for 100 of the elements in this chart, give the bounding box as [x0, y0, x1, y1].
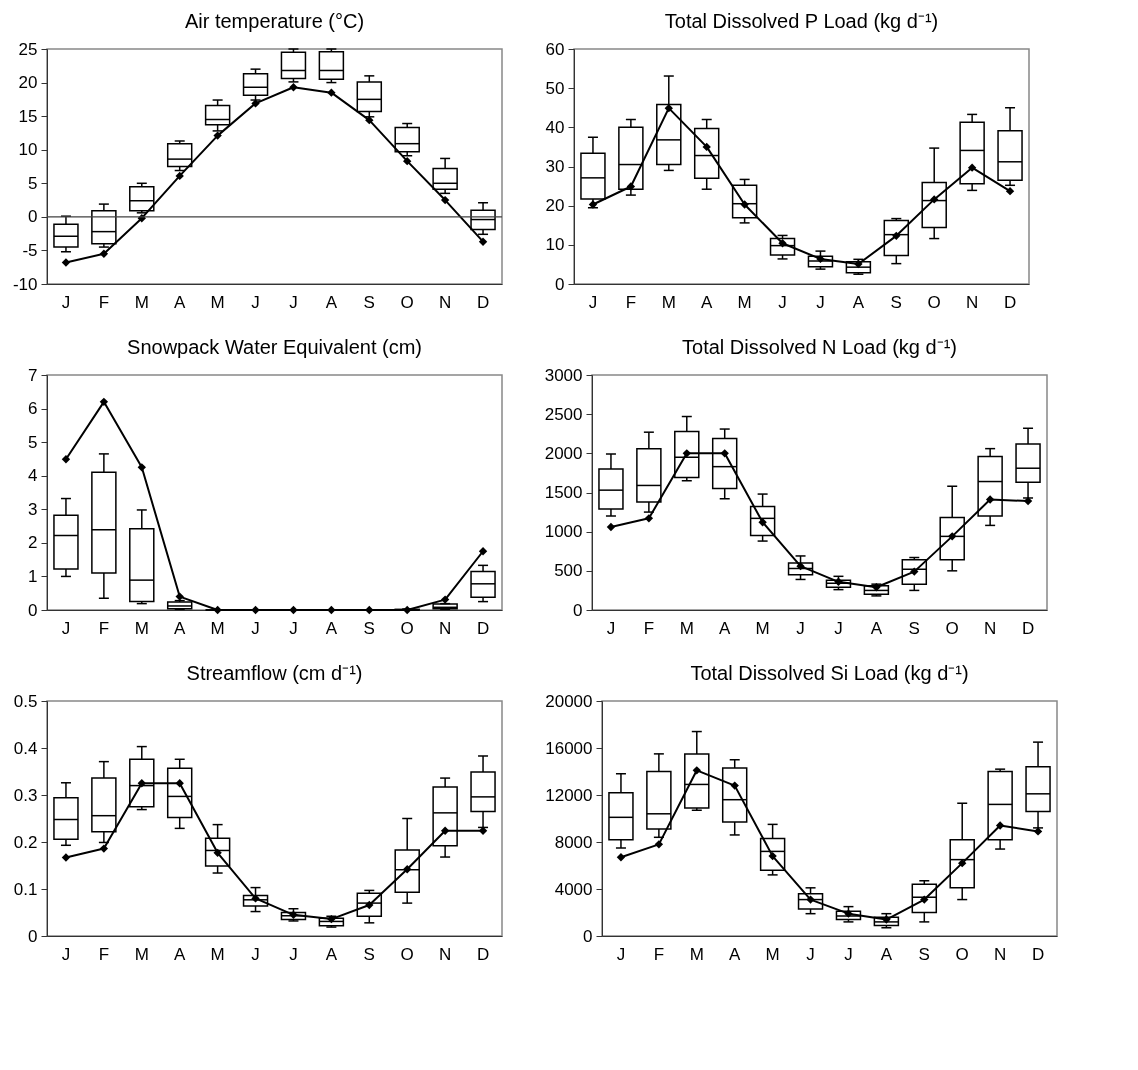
x-tick-label: F [98, 292, 110, 312]
point [654, 840, 664, 849]
x-tick-label: J [796, 618, 805, 638]
point [1023, 496, 1033, 506]
x-tick-label: J [251, 944, 260, 964]
point [440, 195, 450, 205]
point [137, 779, 146, 788]
x-tick-label: M [210, 618, 225, 638]
x-tick-label: N [438, 618, 452, 638]
y-tick-label: 0.2 [13, 832, 38, 852]
y-tick-label: 1 [28, 566, 38, 586]
point [175, 171, 184, 181]
y-tick-label: 0 [28, 926, 38, 946]
point [61, 455, 71, 464]
chart-title: Air temperature (°C) [184, 10, 365, 32]
y-tick-label: 10 [18, 140, 38, 160]
y-tick-label: 12000 [545, 785, 593, 805]
x-tick-label: J [251, 618, 260, 638]
point [967, 163, 977, 172]
point [327, 88, 336, 97]
y-tick-label: 40 [545, 117, 565, 137]
y-tick-label: 20 [18, 73, 38, 93]
point [606, 522, 616, 532]
y-tick-label: 5 [28, 432, 38, 452]
x-tick-label: N [983, 618, 997, 638]
y-tick-label: 500 [554, 561, 583, 581]
y-tick-label: 15 [18, 106, 38, 126]
x-tick-label: J [61, 944, 71, 964]
x-tick-label: O [400, 292, 414, 312]
x-tick-label: J [289, 618, 298, 638]
x-tick-label: D [476, 292, 490, 312]
x-tick-label: J [834, 618, 843, 638]
point [327, 914, 336, 924]
point [616, 853, 626, 862]
x-tick-label: F [643, 618, 655, 638]
point [61, 853, 71, 862]
x-tick-label: S [363, 618, 375, 638]
x-tick-label: M [755, 618, 770, 638]
y-tick-label: 0.4 [13, 738, 38, 758]
y-tick-label: -5 [22, 240, 38, 260]
point [99, 844, 109, 853]
x-tick-label: A [729, 944, 742, 964]
x-tick-label: A [325, 944, 338, 964]
y-tick-label: 0.3 [13, 785, 38, 805]
y-tick-label: 3000 [544, 365, 583, 385]
x-tick-label: O [927, 292, 941, 312]
y-tick-label: 8000 [554, 832, 593, 852]
point [213, 605, 222, 615]
point [702, 142, 711, 152]
y-tick-label: 0.5 [13, 691, 38, 711]
x-tick-label: O [400, 618, 414, 638]
y-tick-label: 6 [28, 399, 38, 419]
x-tick-label: O [400, 944, 414, 964]
point [692, 766, 701, 775]
point [289, 83, 298, 92]
x-tick-label: F [625, 292, 637, 312]
y-tick-label: 0 [583, 926, 593, 946]
x-tick-label: A [852, 292, 865, 312]
y-tick-label: 4000 [554, 879, 593, 899]
x-tick-label: M [661, 292, 676, 312]
x-tick-label: A [174, 944, 187, 964]
x-tick-label: M [737, 292, 752, 312]
x-tick-label: O [945, 618, 959, 638]
point [403, 605, 412, 615]
point [213, 131, 222, 140]
x-tick-label: J [616, 944, 626, 964]
x-tick-label: J [289, 292, 298, 312]
point [403, 156, 412, 166]
point [137, 463, 146, 472]
x-tick-label: M [765, 944, 780, 964]
point [644, 514, 654, 523]
point [478, 547, 488, 556]
y-tick-label: 4 [28, 466, 38, 486]
point [175, 592, 184, 601]
x-tick-label: A [325, 292, 338, 312]
x-tick-label: A [174, 292, 187, 312]
x-tick-label: A [174, 618, 187, 638]
point [720, 449, 729, 458]
point [61, 258, 71, 267]
point [626, 182, 636, 191]
y-tick-label: 7 [28, 365, 38, 385]
y-tick-label: 16000 [545, 738, 593, 758]
y-tick-label: 2500 [544, 404, 583, 424]
x-tick-label: J [806, 944, 815, 964]
point [730, 781, 739, 790]
x-tick-label: D [1003, 292, 1017, 312]
y-tick-label: 0.1 [13, 879, 38, 899]
x-tick-label: A [870, 618, 883, 638]
x-tick-label: S [918, 944, 930, 964]
x-tick-label: N [438, 292, 452, 312]
x-tick-label: J [606, 618, 616, 638]
y-tick-label: 20000 [545, 691, 593, 711]
x-tick-label: M [689, 944, 704, 964]
x-tick-label: N [993, 944, 1007, 964]
x-tick-label: N [438, 944, 452, 964]
point [327, 605, 336, 615]
y-tick-label: 20 [545, 196, 565, 216]
point [403, 865, 412, 874]
x-tick-label: J [778, 292, 787, 312]
point [1005, 186, 1015, 196]
